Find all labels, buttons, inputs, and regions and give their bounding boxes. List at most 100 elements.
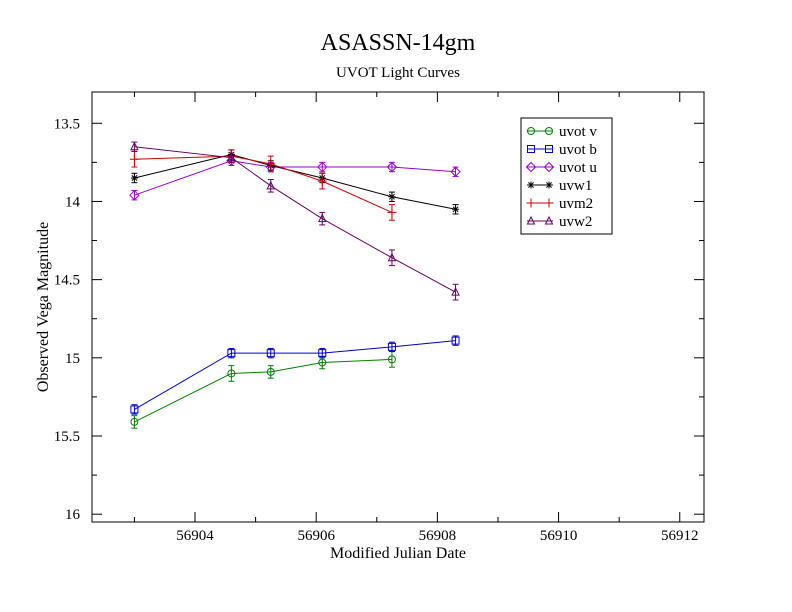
data-point bbox=[387, 252, 397, 262]
point-marker bbox=[546, 182, 552, 188]
data-point bbox=[451, 287, 460, 296]
data-point bbox=[130, 405, 139, 414]
data-point bbox=[317, 161, 328, 173]
point-marker bbox=[527, 145, 535, 153]
legend-item: uvot u bbox=[525, 160, 597, 176]
series-line bbox=[134, 154, 456, 210]
point-marker bbox=[545, 145, 553, 153]
point-marker bbox=[387, 355, 396, 364]
data-point bbox=[525, 161, 537, 173]
data-point bbox=[388, 193, 396, 201]
point-marker bbox=[451, 287, 460, 296]
point-marker bbox=[386, 161, 398, 173]
point-marker bbox=[129, 189, 140, 201]
point-marker bbox=[266, 349, 275, 358]
x-axis-label: Modified Julian Date bbox=[330, 545, 466, 562]
data-point bbox=[266, 159, 276, 169]
legend-item: uvot v bbox=[527, 124, 597, 140]
point-marker bbox=[317, 161, 328, 173]
point-marker bbox=[452, 206, 459, 213]
data-point bbox=[545, 145, 553, 153]
series-line bbox=[134, 146, 456, 293]
data-point bbox=[130, 417, 139, 426]
series-line bbox=[134, 160, 456, 196]
point-marker bbox=[543, 161, 555, 173]
data-point bbox=[543, 161, 555, 173]
data-point bbox=[545, 181, 553, 189]
point-marker bbox=[130, 417, 139, 426]
legend-label: uvot u bbox=[559, 160, 597, 176]
y-tick-label: 14.5 bbox=[54, 273, 80, 289]
legend-item: uvw2 bbox=[526, 214, 592, 230]
legend-label: uvot v bbox=[559, 124, 597, 140]
y-tick-label: 15 bbox=[65, 351, 80, 367]
series-line bbox=[134, 155, 393, 213]
x-tick-label: 56912 bbox=[661, 528, 699, 544]
point-marker bbox=[227, 152, 236, 162]
data-point bbox=[266, 349, 275, 358]
legend-box bbox=[520, 117, 613, 235]
y-tick-label: 13.5 bbox=[54, 116, 80, 132]
data-point bbox=[544, 198, 554, 208]
data-point bbox=[130, 174, 138, 182]
point-marker bbox=[387, 252, 397, 262]
point-marker bbox=[266, 180, 276, 190]
data-point bbox=[452, 205, 460, 213]
data-point bbox=[526, 215, 536, 225]
data-point bbox=[318, 349, 327, 358]
plot-frame bbox=[91, 91, 705, 523]
x-tick-label: 56908 bbox=[419, 528, 457, 544]
chart-title: ASASSN-14gm bbox=[321, 30, 476, 56]
point-marker bbox=[388, 193, 395, 200]
legend: uvot v uvot b uvot u uvw1 uvm2 uvw2 bbox=[520, 117, 613, 235]
point-marker bbox=[387, 342, 396, 351]
chart-subtitle: UVOT Light Curves bbox=[336, 65, 460, 81]
point-marker bbox=[130, 405, 139, 414]
legend-item: uvot b bbox=[527, 142, 597, 158]
legend-item: uvw1 bbox=[527, 178, 592, 194]
data-point bbox=[318, 358, 327, 367]
series-line bbox=[134, 340, 456, 410]
point-marker bbox=[227, 369, 236, 378]
series-line bbox=[134, 358, 392, 423]
data-point bbox=[227, 152, 236, 162]
x-tick-label: 56910 bbox=[540, 528, 578, 544]
data-point bbox=[227, 349, 236, 358]
data-point bbox=[451, 336, 460, 345]
point-marker bbox=[527, 127, 535, 135]
point-marker bbox=[227, 349, 236, 358]
y-tick-label: 16 bbox=[65, 507, 81, 523]
data-point bbox=[130, 141, 139, 151]
legend-label: uvm2 bbox=[559, 196, 593, 212]
series-uvw2 bbox=[130, 141, 460, 301]
data-point bbox=[387, 207, 397, 217]
data-point bbox=[544, 215, 554, 225]
point-marker bbox=[131, 175, 138, 181]
point-marker bbox=[451, 336, 460, 345]
data-point bbox=[129, 154, 139, 164]
data-point bbox=[450, 166, 461, 177]
data-point bbox=[527, 145, 535, 153]
point-marker bbox=[317, 213, 327, 223]
point-marker bbox=[528, 182, 534, 188]
data-point bbox=[527, 127, 535, 135]
point-marker bbox=[450, 166, 461, 177]
data-point bbox=[317, 213, 327, 223]
data-point bbox=[266, 180, 276, 190]
point-marker bbox=[318, 349, 327, 358]
point-marker bbox=[544, 215, 554, 225]
y-axis-label: Observed Vega Magnitude bbox=[35, 222, 52, 392]
data-point bbox=[527, 181, 535, 189]
legend-label: uvw2 bbox=[559, 214, 592, 230]
series-uvm2 bbox=[129, 149, 397, 221]
point-marker bbox=[318, 358, 327, 367]
x-tick-label: 56906 bbox=[297, 528, 335, 544]
point-marker bbox=[130, 141, 139, 151]
point-marker bbox=[266, 367, 275, 376]
y-tick-label: 15.5 bbox=[54, 429, 80, 445]
series-uvw1 bbox=[130, 149, 460, 215]
series-uvot-u bbox=[129, 155, 461, 201]
data-point bbox=[386, 161, 398, 173]
data-point bbox=[317, 176, 327, 186]
